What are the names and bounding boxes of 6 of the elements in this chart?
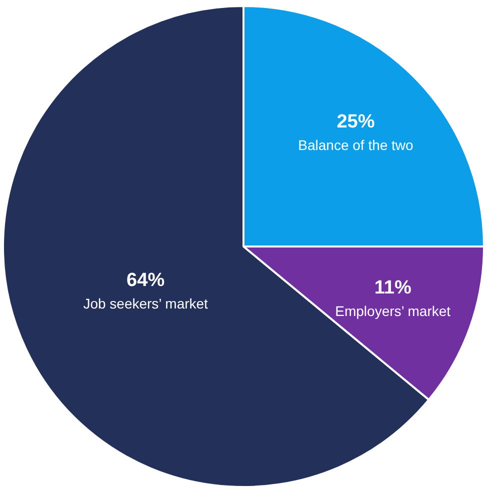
- data-label: 25%: [336, 111, 375, 132]
- data-label: 11%: [374, 278, 412, 298]
- slice-label: Employers’ market: [335, 303, 451, 320]
- slice-label: Balance of the two: [298, 137, 414, 154]
- data-label: 64%: [126, 270, 165, 291]
- slice-label: Job seekers’ market: [83, 295, 208, 312]
